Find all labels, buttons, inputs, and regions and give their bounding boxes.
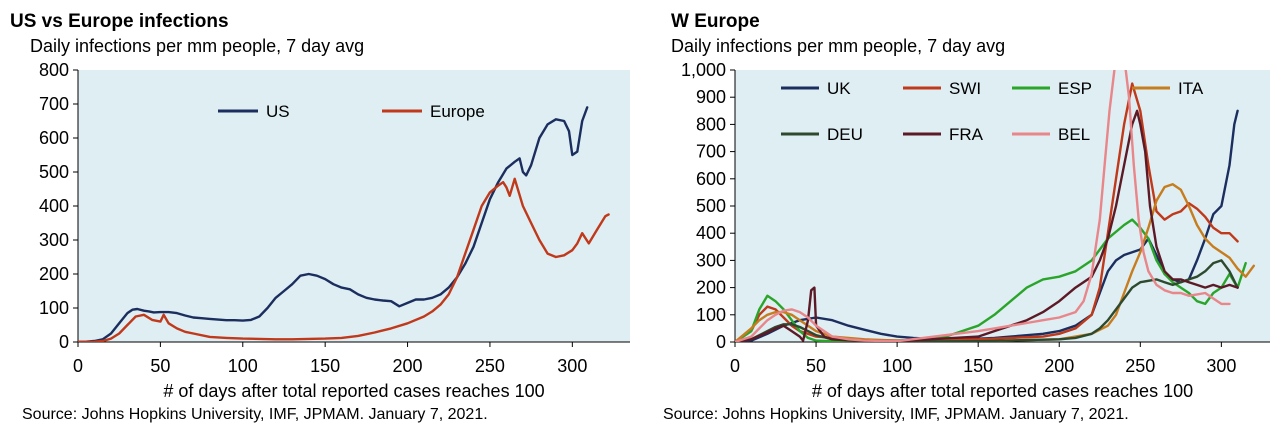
series-line-swi — [735, 82, 1239, 342]
series-line-europe — [78, 177, 610, 342]
y-tick-label: 900 — [696, 87, 726, 107]
chart-title: US vs Europe infections — [10, 11, 229, 32]
x-tick-label: 100 — [882, 356, 912, 376]
chart-source: Source: Johns Hopkins University, IMF, J… — [22, 406, 488, 423]
x-tick-label: 50 — [806, 356, 826, 376]
x-tick-label: 300 — [557, 356, 587, 376]
x-tick-label: 250 — [475, 356, 505, 376]
y-tick-label: 0 — [716, 332, 726, 352]
y-tick-label: 500 — [696, 196, 726, 216]
y-tick-label: 1,000 — [681, 60, 726, 80]
series-line-deu — [735, 259, 1239, 342]
legend-label-esp: ESP — [1058, 79, 1092, 98]
x-axis-label: # of days after total reported cases rea… — [812, 381, 1193, 401]
y-tick-label: 800 — [39, 60, 69, 80]
y-tick-label: 700 — [39, 94, 69, 114]
y-tick-label: 0 — [59, 332, 69, 352]
legend-label-europe: Europe — [430, 102, 485, 121]
line-chart-us-vs-europe: 0 100 200 300 400 500 600 700 800 0 50 100 150 200 250… — [39, 60, 630, 401]
x-tick-label: 150 — [963, 356, 993, 376]
chart-source: Source: Johns Hopkins University, IMF, J… — [663, 406, 1129, 423]
chart-subtitle: Daily infections per mm people, 7 day av… — [30, 36, 365, 56]
y-tick-label: 500 — [39, 162, 69, 182]
legend-label-ita: ITA — [1178, 79, 1204, 98]
x-tick-label: 0 — [730, 356, 740, 376]
legend-label-swi: SWI — [949, 79, 981, 98]
series-line-bel — [735, 70, 1231, 342]
series-line-fra — [735, 109, 1239, 342]
legend-label-fra: FRA — [949, 125, 984, 144]
y-tick-label: 800 — [696, 114, 726, 134]
chart-title: W Europe — [671, 11, 760, 32]
series-line-ita — [735, 183, 1255, 342]
legend-label-uk: UK — [827, 79, 851, 98]
y-tick-label: 400 — [39, 196, 69, 216]
x-tick-label: 300 — [1206, 356, 1236, 376]
y-tick-label: 400 — [696, 223, 726, 243]
plot-area — [735, 70, 1270, 342]
x-tick-label: 200 — [1044, 356, 1074, 376]
x-tick-label: 200 — [393, 356, 423, 376]
legend-label-bel: BEL — [1058, 125, 1090, 144]
x-tick-label: 100 — [228, 356, 258, 376]
y-tick-label: 100 — [39, 298, 69, 318]
y-tick-label: 700 — [696, 142, 726, 162]
x-tick-label: 0 — [73, 356, 83, 376]
y-tick-label: 600 — [696, 169, 726, 189]
x-axis-label: # of days after total reported cases rea… — [163, 381, 544, 401]
chart-panel-w-europe: W Europe Daily infections per mm people,… — [640, 0, 1280, 437]
x-tick-label: 150 — [310, 356, 340, 376]
x-tick-label: 250 — [1125, 356, 1155, 376]
y-tick-label: 600 — [39, 128, 69, 148]
y-tick-label: 100 — [696, 305, 726, 325]
plot-area — [78, 70, 630, 342]
chart-panel-us-vs-europe: US vs Europe infections Daily infections… — [10, 11, 630, 423]
chart-subtitle: Daily infections per mm people, 7 day av… — [671, 36, 1006, 56]
y-tick-label: 300 — [696, 250, 726, 270]
y-tick-label: 200 — [39, 264, 69, 284]
legend-label-us: US — [266, 102, 290, 121]
y-tick-label: 200 — [696, 278, 726, 298]
legend-label-deu: DEU — [827, 125, 863, 144]
line-chart-w-europe: 0 100 200 300 400 500 600 700 800 900 1,000 0 50 100 1… — [681, 60, 1270, 401]
x-tick-label: 50 — [150, 356, 170, 376]
series-line-esp — [735, 218, 1247, 342]
series-line-us — [78, 106, 589, 342]
y-tick-label: 300 — [39, 230, 69, 250]
